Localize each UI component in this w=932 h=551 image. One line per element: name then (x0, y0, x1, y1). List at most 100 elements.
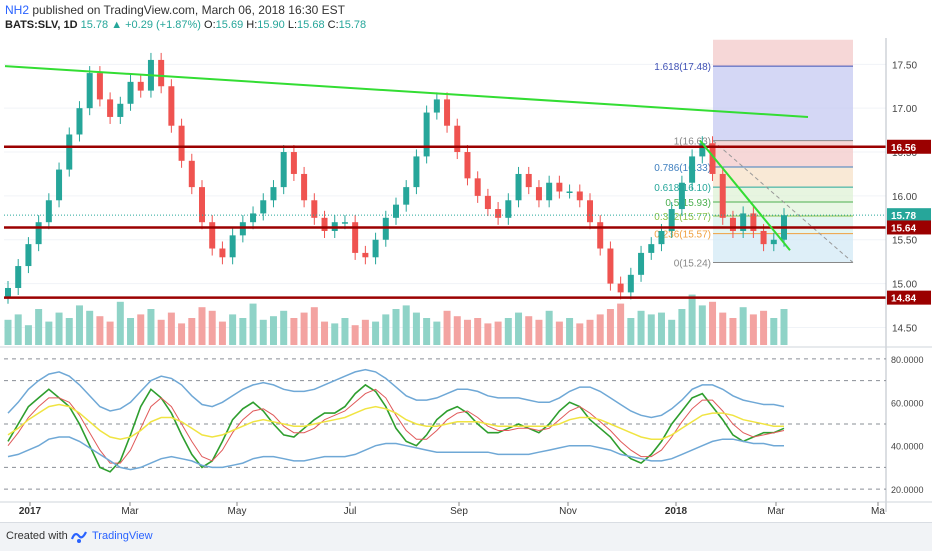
candle-body (158, 59, 165, 87)
candle-body (454, 125, 461, 153)
time-tick-label: May (228, 506, 247, 517)
candle-body (362, 252, 369, 258)
candle-body (556, 182, 563, 192)
candle-body (566, 191, 573, 193)
volume-bar (494, 321, 502, 345)
volume-bar (749, 314, 757, 345)
candle-body (729, 217, 736, 231)
candle-body (525, 173, 532, 188)
fib-level-label: 0.236(15.57) (654, 230, 711, 241)
volume-bar (555, 321, 563, 345)
time-tick-label: 2018 (665, 506, 688, 517)
low-value: 15.68 (297, 19, 325, 31)
candle-body (352, 222, 359, 253)
candle-body (393, 204, 399, 218)
tradingview-logo-icon[interactable] (70, 528, 88, 544)
volume-bar (709, 301, 717, 345)
oscillator-axis[interactable]: 80.0000 60.0000 40.0000 20.0000 (891, 355, 924, 495)
candle-body (107, 99, 114, 117)
oscillator-series-d (7, 388, 785, 464)
chart-header: NH2 published on TradingView.com, March … (0, 0, 932, 38)
time-axis[interactable]: 2017 Mar May Jul Sep Nov 2018 Mar Ma (0, 501, 932, 517)
price-axis[interactable]: 17.5017.0016.5016.0015.5015.0014.5016.56… (885, 38, 931, 512)
volume-bar (402, 305, 410, 345)
tradingview-brand-link[interactable]: TradingView (92, 530, 153, 542)
time-tick-label: Nov (559, 506, 577, 517)
trendlines[interactable] (4, 65, 809, 251)
volume-bar (86, 310, 94, 345)
price-tag-label: 15.64 (891, 223, 916, 234)
symbol-legend: BATS:SLV, 1D 15.78 ▲ +0.29 (+1.87%) O:15… (5, 19, 366, 31)
candle-body (280, 152, 287, 188)
volume-bar (412, 312, 420, 345)
candle-body (505, 200, 512, 218)
oscillator-series-lower (7, 436, 784, 471)
candle-body (270, 187, 277, 201)
volume-bar (14, 314, 22, 345)
candle-body (423, 112, 430, 157)
candle-body (403, 187, 410, 205)
candle-body (219, 248, 226, 258)
volume-bar (55, 312, 63, 345)
candle-body (56, 169, 63, 201)
fib-band (713, 202, 853, 217)
created-with-text: Created with (6, 530, 68, 542)
volume-bar (198, 307, 206, 345)
volume-bar (453, 316, 461, 345)
volume-bar (24, 325, 32, 345)
candle-body (188, 160, 195, 188)
candle-body (25, 244, 32, 267)
chart-canvas[interactable]: 1.618(17.48)1(16.63)0.786(16.33)0.618(16… (0, 0, 932, 522)
volume-bar (535, 319, 543, 345)
volume-bar (760, 310, 768, 345)
publish-text: published on TradingView.com, March 06, … (32, 3, 345, 17)
volume-bar (678, 309, 686, 345)
candle-body (699, 143, 706, 157)
open-label: O: (204, 19, 216, 31)
volume-bar (300, 312, 308, 345)
short-trendline (699, 139, 791, 251)
candle-body (413, 156, 420, 188)
candle-body (66, 134, 73, 170)
fibonacci-retracement[interactable]: 1.618(17.48)1(16.63)0.786(16.33)0.618(16… (654, 39, 854, 270)
volume-bar (586, 319, 594, 345)
author-link[interactable]: NH2 (5, 3, 30, 17)
volume-bar (770, 318, 778, 345)
price-tick-label: 16.00 (892, 192, 917, 203)
fib-level-label: 1(16.63) (674, 137, 711, 148)
fib-band-top (713, 39, 853, 67)
symbol-label[interactable]: BATS:SLV, 1D (5, 19, 78, 31)
candle-body (627, 274, 634, 293)
candle-body (15, 266, 22, 288)
fib-band (713, 66, 853, 141)
candle-body (444, 99, 451, 126)
close-label: C: (327, 19, 339, 31)
candle-body (709, 143, 716, 174)
candle-body (607, 248, 614, 284)
candle-body (495, 209, 502, 218)
volume-bar (361, 319, 369, 345)
volume-bar (331, 323, 339, 345)
volume-bar (167, 312, 175, 345)
candle-body (137, 81, 144, 91)
horizontal-levels[interactable] (4, 145, 886, 299)
volume-bar (106, 321, 114, 345)
volume-bar (147, 309, 155, 345)
price-tag-box (887, 290, 931, 305)
price-tick-label: 14.50 (892, 323, 917, 334)
last-price: 15.78 (80, 19, 109, 31)
volume-bar (259, 319, 267, 345)
candle-body (617, 283, 624, 293)
fib-diagonal (712, 140, 854, 263)
publish-info: NH2 published on TradingView.com, March … (5, 3, 345, 17)
candle-body (750, 213, 757, 231)
candle-body (301, 173, 308, 201)
fib-band (713, 187, 853, 203)
volume-bar (668, 319, 676, 345)
time-tick-label: Mar (121, 506, 139, 517)
volume-bar (657, 312, 665, 345)
candle-body (474, 178, 481, 196)
candle-body (484, 195, 491, 210)
volume-bar (290, 318, 298, 345)
time-tick-label: Sep (450, 506, 468, 517)
